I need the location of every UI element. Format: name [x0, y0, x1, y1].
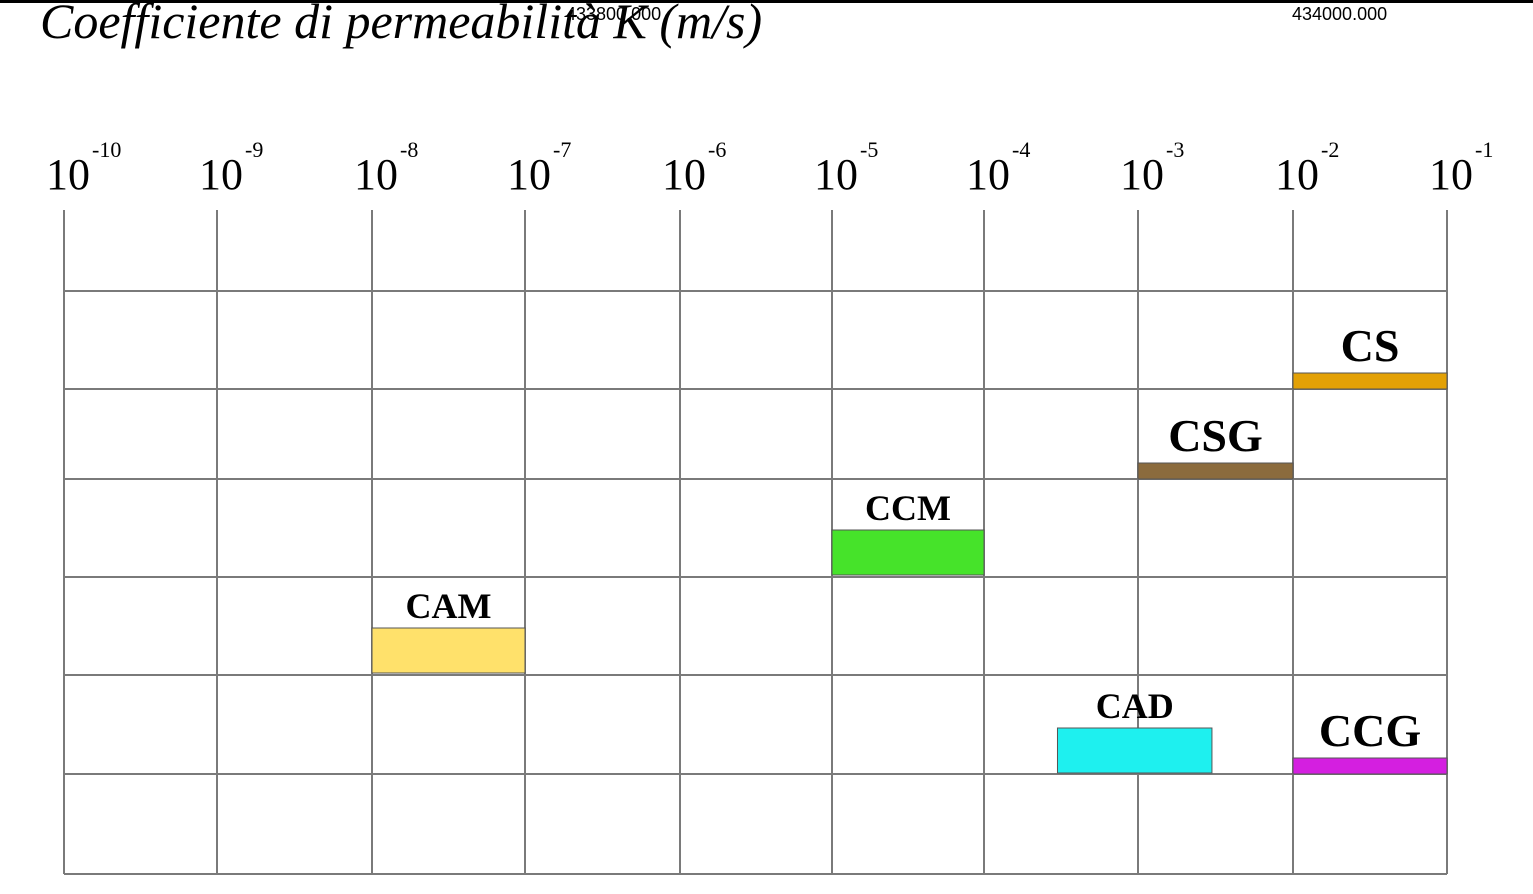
tick-label-exponent: -1 — [1475, 137, 1493, 162]
coordinate-label-right: 434000.000 — [1292, 4, 1388, 24]
bar-cam — [371, 627, 526, 674]
tick-label-exponent: -10 — [92, 137, 121, 162]
tick-label-exponent: -4 — [1012, 137, 1030, 162]
tick-label-exponent: -6 — [708, 137, 726, 162]
tick-label-exponent: -8 — [400, 137, 418, 162]
tick-label-exponent: -3 — [1166, 137, 1184, 162]
tick-label-base: 10 — [199, 150, 243, 199]
tick-label-base: 10 — [814, 150, 858, 199]
bar-ccg — [1292, 757, 1448, 775]
bar-label-ccm: CCM — [865, 488, 951, 528]
top-border — [0, 0, 1533, 3]
tick-label-base: 10 — [46, 150, 90, 199]
chart-title: Coefficiente di permeabilità K (m/s) — [40, 0, 763, 49]
tick-label-base: 10 — [354, 150, 398, 199]
tick-label-base: 10 — [1120, 150, 1164, 199]
tick-label-base: 10 — [1429, 150, 1473, 199]
coordinate-label-left: 433800.000 — [566, 4, 662, 24]
bar-label-ccg: CCG — [1319, 705, 1421, 756]
bar-label-csg: CSG — [1168, 410, 1263, 461]
tick-label-exponent: -7 — [553, 137, 571, 162]
tick-label-base: 10 — [966, 150, 1010, 199]
bar-ccm — [831, 529, 985, 576]
tick-label-base: 10 — [662, 150, 706, 199]
tick-label-exponent: -2 — [1321, 137, 1339, 162]
bar-csg — [1137, 462, 1294, 480]
tick-label-exponent: -5 — [860, 137, 878, 162]
tick-label-base: 10 — [507, 150, 551, 199]
bar-cs — [1292, 372, 1448, 390]
bar-cad — [1056, 727, 1213, 774]
tick-label-base: 10 — [1275, 150, 1319, 199]
tick-label-exponent: -9 — [245, 137, 263, 162]
bar-label-cs: CS — [1341, 320, 1400, 371]
bar-label-cam: CAM — [406, 586, 492, 626]
bar-label-cad: CAD — [1096, 686, 1174, 726]
